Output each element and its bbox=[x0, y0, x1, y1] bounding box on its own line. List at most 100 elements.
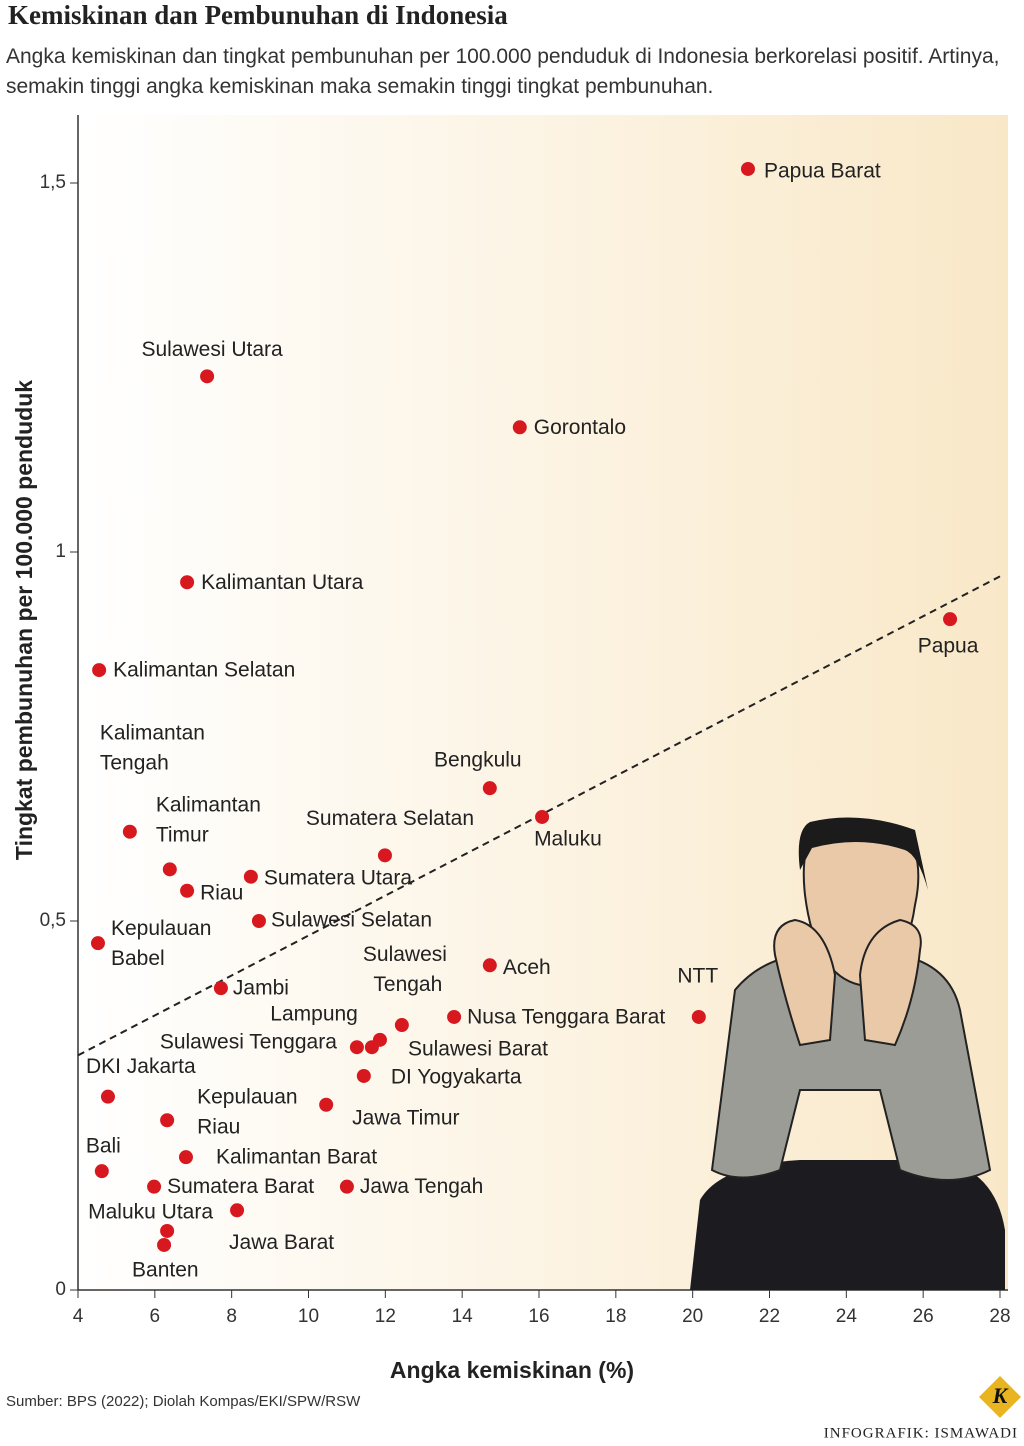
point-label: DI Yogyakarta bbox=[391, 1066, 522, 1089]
credit: INFOGRAFIK: ISMAWADI bbox=[824, 1425, 1018, 1441]
x-tick-label: 16 bbox=[528, 1306, 549, 1327]
point-label: Sumatera Barat bbox=[167, 1175, 314, 1198]
plot-background bbox=[78, 115, 1008, 1290]
point bbox=[943, 612, 958, 627]
x-tick-label: 20 bbox=[682, 1306, 703, 1327]
point-label: NTT bbox=[677, 964, 718, 987]
source: Sumber: BPS (2022); Diolah Kompas/EKI/SP… bbox=[6, 1393, 361, 1410]
point-label: Papua Barat bbox=[764, 160, 881, 183]
point bbox=[251, 914, 266, 928]
point-label: Aceh bbox=[503, 956, 551, 979]
y-axis-title: Tingkat pembunuhan per 100.000 penduduk bbox=[11, 380, 37, 860]
point bbox=[100, 1089, 115, 1104]
point bbox=[482, 958, 497, 973]
point bbox=[740, 161, 755, 176]
point bbox=[122, 824, 137, 839]
y-tick-label: 0 bbox=[55, 1279, 66, 1300]
right-hand bbox=[858, 918, 922, 1047]
point-label: Kalimantan Timur bbox=[156, 793, 267, 846]
point-label: DKI Jakarta bbox=[86, 1055, 196, 1078]
point bbox=[162, 862, 177, 877]
point-label: Maluku bbox=[534, 827, 602, 850]
logo-shape bbox=[979, 1376, 1021, 1418]
pants bbox=[690, 1160, 1005, 1290]
point-label: Sulawesi Barat bbox=[408, 1037, 548, 1060]
x-tick-label: 26 bbox=[913, 1306, 934, 1327]
point bbox=[512, 420, 527, 435]
subtitle-box: Angka kemiskinan dan tingkat pembunuhan … bbox=[6, 45, 1000, 98]
x-tick-label: 28 bbox=[989, 1306, 1010, 1327]
point bbox=[349, 1040, 364, 1055]
point-label: Sulawesi Utara bbox=[141, 338, 283, 361]
x-tick-label: 12 bbox=[375, 1306, 396, 1327]
x-tick-label: 8 bbox=[226, 1306, 237, 1327]
chart-title: Kemiskinan dan Pembunuhan di Indonesia bbox=[8, 0, 508, 30]
point-label: Kalimantan Barat bbox=[216, 1146, 377, 1169]
point-label: Bengkulu bbox=[434, 749, 522, 772]
point-label: Jawa Barat bbox=[229, 1231, 334, 1254]
point-label: Sulawesi Selatan bbox=[271, 909, 432, 932]
x-tick-label: 22 bbox=[759, 1306, 780, 1327]
point-label: Kalimantan Utara bbox=[201, 571, 364, 594]
point bbox=[394, 1018, 409, 1033]
point bbox=[691, 1009, 706, 1024]
x-axis-title: Angka kemiskinan (%) bbox=[390, 1357, 634, 1383]
point bbox=[535, 809, 550, 824]
left-hand bbox=[773, 918, 837, 1047]
point bbox=[230, 1203, 245, 1218]
point bbox=[319, 1097, 334, 1112]
x-tick-label: 10 bbox=[298, 1306, 319, 1327]
point-label: Sumatera Utara bbox=[264, 866, 413, 889]
point bbox=[200, 369, 215, 384]
point bbox=[447, 1009, 462, 1024]
illustration bbox=[690, 817, 1005, 1290]
point bbox=[339, 1179, 354, 1194]
y-tick-label: 0,5 bbox=[40, 910, 66, 931]
x-tick-label: 6 bbox=[150, 1306, 161, 1327]
chart-subtitle: Angka kemiskinan dan tingkat pembunuhan … bbox=[6, 45, 1000, 98]
point-label: Sumatera Selatan bbox=[306, 807, 474, 830]
point-label: Bali bbox=[86, 1135, 121, 1158]
point-label: Sulawesi Tenggara bbox=[160, 1031, 337, 1054]
point bbox=[372, 1032, 387, 1047]
point bbox=[243, 869, 258, 884]
point bbox=[377, 848, 392, 863]
point bbox=[90, 936, 105, 951]
point bbox=[160, 1223, 175, 1238]
point-label: Banten bbox=[132, 1259, 199, 1282]
point bbox=[482, 781, 497, 796]
point-label: Kepulauan Babel bbox=[111, 917, 217, 970]
point bbox=[160, 1113, 175, 1128]
x-tick-label: 18 bbox=[605, 1306, 626, 1327]
logo: K bbox=[992, 1383, 1009, 1408]
point bbox=[157, 1237, 172, 1252]
point bbox=[94, 1164, 109, 1179]
point bbox=[180, 883, 195, 898]
point bbox=[147, 1179, 162, 1194]
point bbox=[213, 981, 228, 996]
point bbox=[180, 575, 195, 590]
x-tick-label: 24 bbox=[836, 1306, 858, 1327]
point bbox=[92, 663, 107, 678]
point bbox=[178, 1150, 193, 1165]
point-label: Papua bbox=[918, 635, 979, 658]
x-tick-label: 4 bbox=[73, 1306, 84, 1327]
point-label: Nusa Tenggara Barat bbox=[467, 1005, 665, 1028]
point-label: Jawa Tengah bbox=[360, 1175, 483, 1198]
point-label: Gorontalo bbox=[534, 416, 626, 439]
point-label: Jawa Timur bbox=[352, 1106, 459, 1129]
point-label: Jambi bbox=[233, 977, 289, 1000]
y-tick-label: 1,5 bbox=[40, 172, 66, 193]
point-label: Sulawesi Tengah bbox=[363, 943, 453, 996]
point-label: Maluku Utara bbox=[88, 1201, 213, 1224]
point bbox=[356, 1068, 371, 1083]
point-label: Kepulauan Riau bbox=[197, 1085, 303, 1138]
cap bbox=[798, 817, 928, 890]
point-label: Kalimantan Tengah bbox=[100, 721, 211, 774]
point-label: Riau bbox=[200, 881, 243, 904]
x-tick-label: 14 bbox=[452, 1306, 474, 1327]
point-label: Lampung bbox=[270, 1003, 358, 1026]
y-tick-label: 1 bbox=[55, 541, 66, 562]
point-label: Kalimantan Selatan bbox=[113, 659, 295, 682]
